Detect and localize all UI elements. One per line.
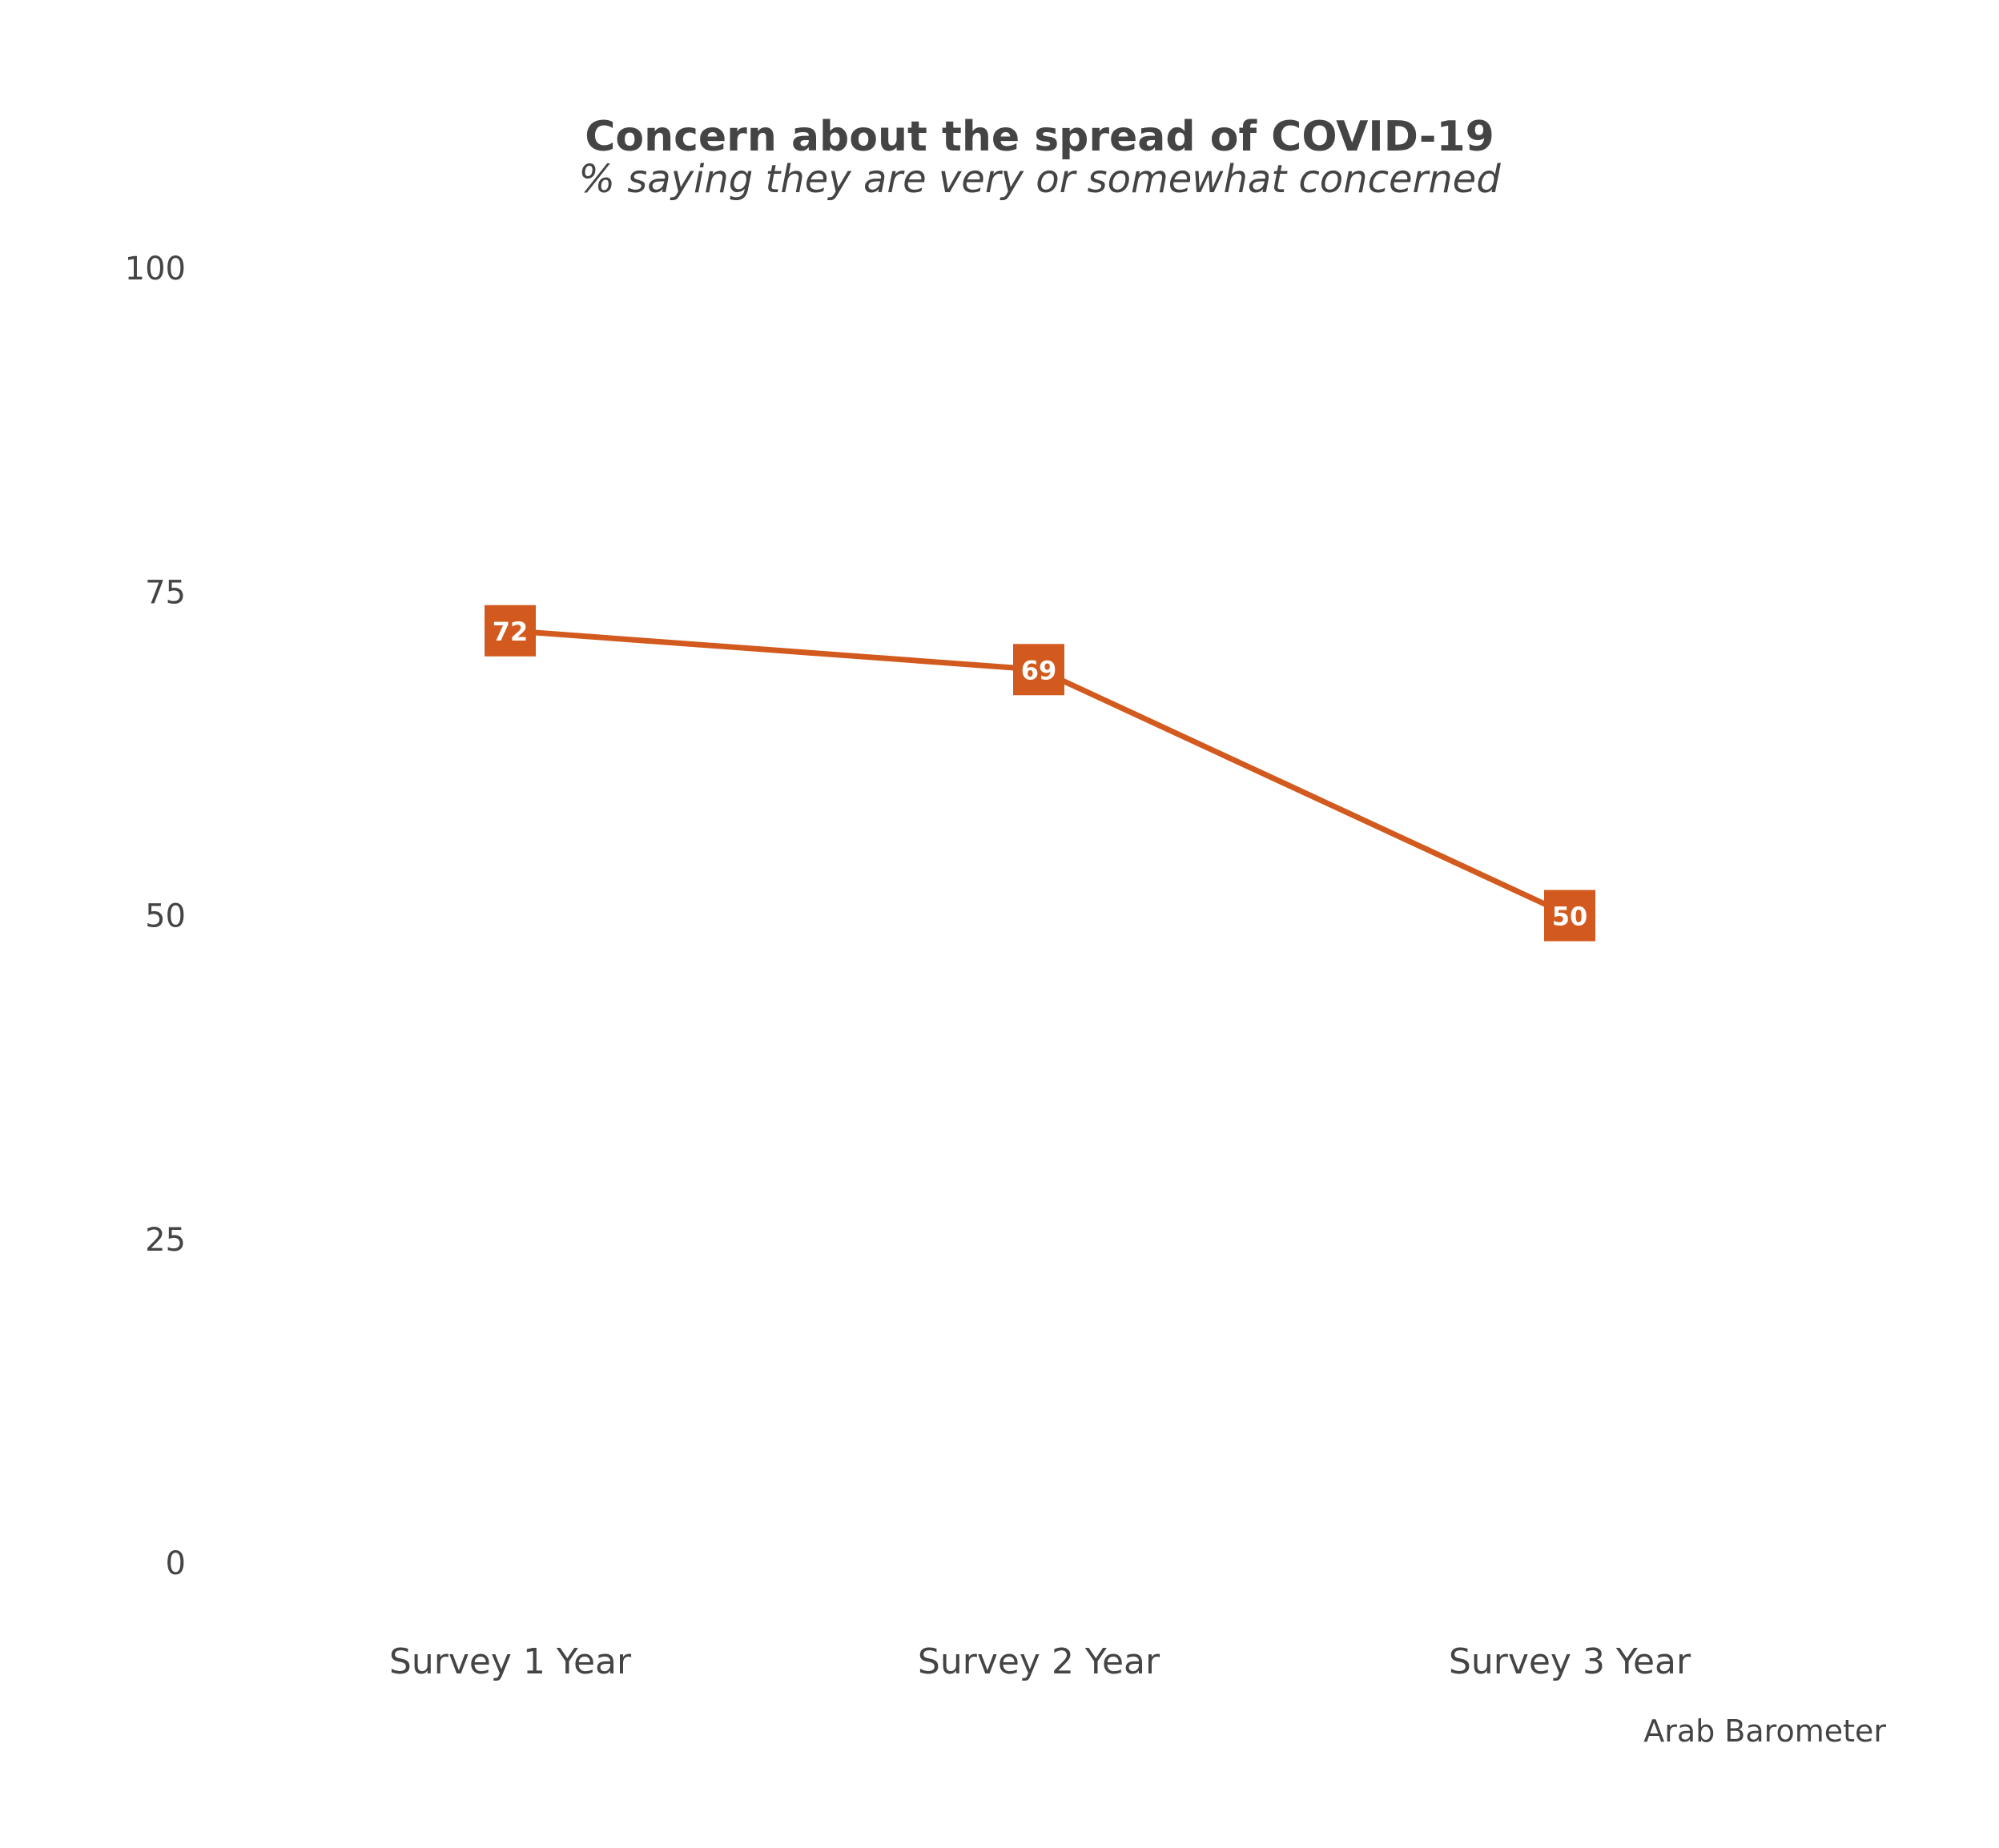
data-label-text: 69	[1021, 655, 1057, 685]
y-tick-label: 75	[145, 574, 186, 611]
data-label-box	[1544, 890, 1595, 942]
data-label: 72	[485, 605, 536, 657]
data-label-layer: 72 69 50	[485, 605, 1595, 942]
chart-title: Concern about the spread of COVID-19	[585, 113, 1494, 161]
x-axis-tick-labels: Survey 1 Year Survey 2 Year Survey 3 Year	[389, 1641, 1691, 1682]
data-label-box	[485, 605, 536, 657]
data-label: 50	[1544, 890, 1595, 942]
x-tick-label: Survey 3 Year	[1449, 1641, 1691, 1682]
y-axis-tick-labels: 0 25 50 75 100	[125, 251, 186, 1582]
chart-caption: Arab Barometer	[1643, 1713, 1886, 1749]
data-label-text: 50	[1552, 902, 1588, 932]
y-tick-label: 50	[145, 898, 186, 935]
x-tick-label: Survey 2 Year	[918, 1641, 1160, 1682]
y-tick-label: 100	[125, 251, 186, 287]
x-tick-label: Survey 1 Year	[389, 1641, 632, 1682]
data-label-box	[1013, 644, 1064, 696]
y-tick-label: 0	[166, 1545, 186, 1582]
data-label: 69	[1013, 644, 1064, 696]
chart-subtitle: % saying they are very or somewhat conce…	[578, 157, 1501, 202]
data-label-text: 72	[493, 617, 529, 647]
y-tick-label: 25	[145, 1222, 186, 1259]
